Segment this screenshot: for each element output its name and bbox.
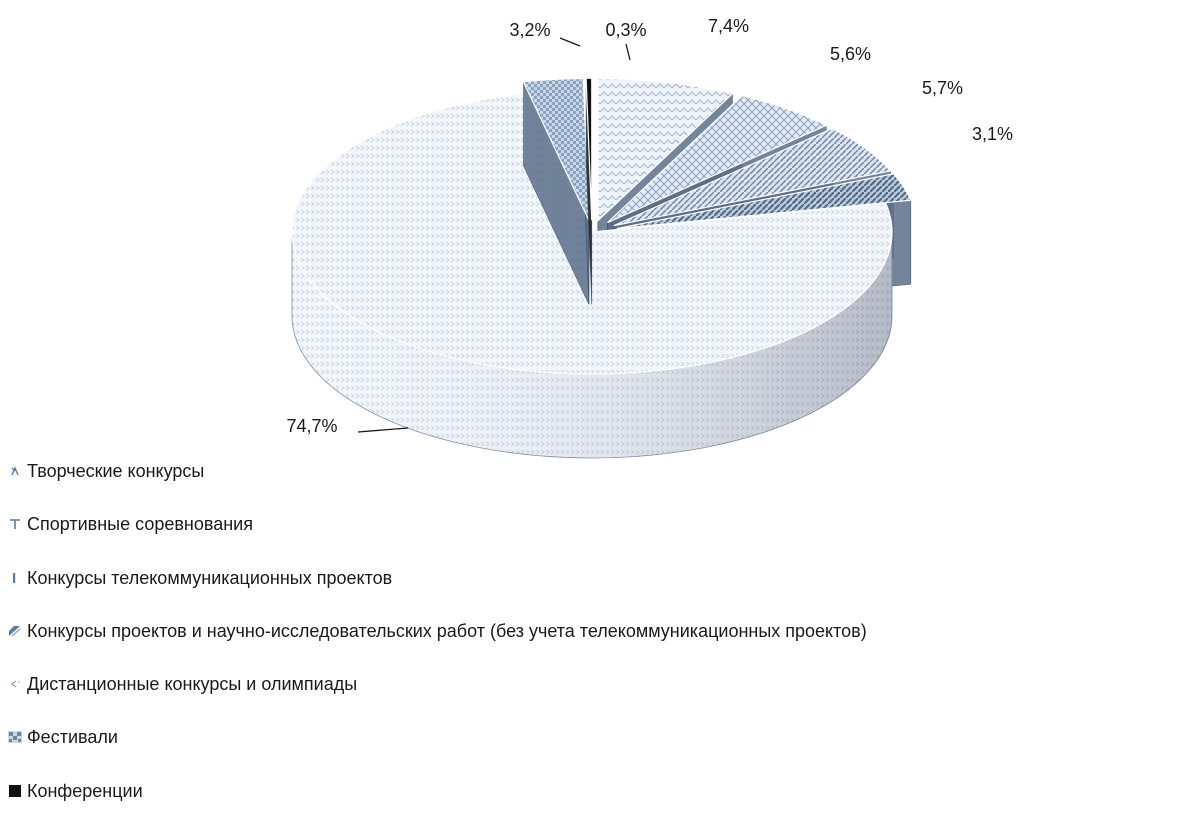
diagonal-pattern-icon	[8, 624, 22, 637]
legend-item-conferences: Конференции	[8, 782, 867, 800]
data-label-telecom-projects: 5,7%	[922, 78, 963, 98]
legend-label: Конференции	[27, 780, 143, 801]
data-label-distance-olympiads: 74,7%	[286, 416, 337, 436]
pie-slices	[291, 77, 912, 459]
legend: Творческие конкурсы Спортивные соревнова…	[8, 462, 867, 835]
t-pattern-icon	[8, 518, 22, 531]
data-label-sports-competitions: 5,6%	[830, 44, 871, 64]
data-label-conferences: 0,3%	[605, 20, 646, 40]
pie-slice-conferences	[585, 77, 593, 305]
data-label-research-projects: 3,1%	[972, 124, 1013, 144]
chevron-pattern-icon	[8, 678, 22, 691]
legend-item-sports-competitions: Спортивные соревнования	[8, 515, 867, 533]
pie-slice-top	[607, 95, 828, 224]
pie-slice-top	[522, 77, 590, 221]
pie-slice-top	[585, 77, 593, 221]
legend-label: Творческие конкурсы	[27, 461, 205, 481]
legend-item-festivals: Фестивали	[8, 728, 867, 746]
leader-line-distance-olympiads	[357, 427, 409, 433]
checker-pattern-icon	[8, 731, 22, 744]
pie-slice-side-shade	[292, 232, 892, 458]
legend-label: Конкурсы телекоммуникационных проектов	[27, 567, 393, 588]
bar-pattern-icon	[8, 571, 22, 584]
data-label-festivals: 3,2%	[509, 20, 550, 40]
legend-item-research-projects: Конкурсы проектов и научно-исследователь…	[8, 622, 867, 640]
legend-item-creative-contests: Творческие конкурсы	[8, 462, 867, 480]
lambda-pattern-icon	[8, 465, 22, 477]
pie-slice-top	[597, 78, 734, 223]
legend-item-distance-olympiads: Дистанционные конкурсы и олимпиады	[8, 675, 867, 693]
data-label-creative-contests: 7,4%	[708, 16, 749, 36]
data-labels: 7,4% 5,6% 5,7% 3,1% 74,7% 3,2% 0,3%	[286, 16, 1013, 436]
pie-slice-top	[613, 127, 892, 227]
legend-label: Фестивали	[27, 727, 118, 748]
pie-chart: 7,4% 5,6% 5,7% 3,1% 74,7% 3,2% 0,3%	[286, 16, 1013, 459]
legend-label: Спортивные соревнования	[27, 514, 253, 535]
legend-label: Конкурсы проектов и научно-исследователь…	[27, 620, 867, 641]
pie-slice-top	[616, 173, 912, 230]
solid-square-icon	[9, 784, 21, 797]
leader-line-conferences	[625, 43, 631, 61]
legend-label: Дистанционные конкурсы и олимпиады	[27, 674, 358, 695]
pie-slice-festivals	[522, 77, 590, 305]
leader-lines	[357, 37, 631, 433]
leader-line-festivals	[559, 37, 581, 47]
legend-item-telecom-projects: Конкурсы телекоммуникационных проектов	[8, 569, 867, 587]
